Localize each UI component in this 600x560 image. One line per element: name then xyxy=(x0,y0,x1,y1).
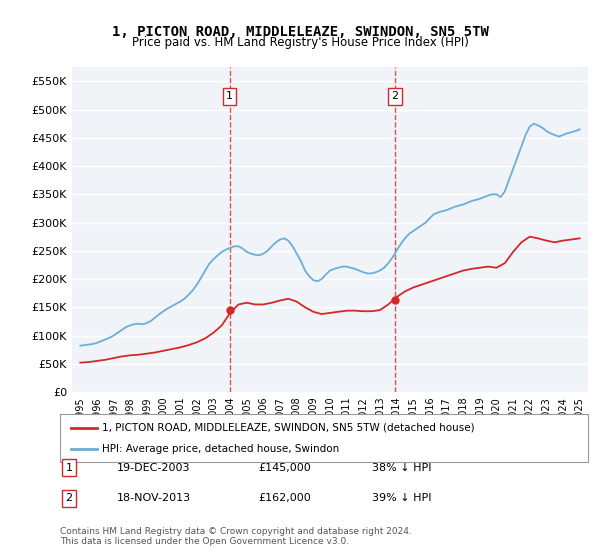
Text: 1, PICTON ROAD, MIDDLELEAZE, SWINDON, SN5 5TW: 1, PICTON ROAD, MIDDLELEAZE, SWINDON, SN… xyxy=(112,25,488,39)
Text: 2: 2 xyxy=(391,91,398,101)
Text: £162,000: £162,000 xyxy=(258,493,311,503)
Text: Price paid vs. HM Land Registry's House Price Index (HPI): Price paid vs. HM Land Registry's House … xyxy=(131,36,469,49)
Text: 1, PICTON ROAD, MIDDLELEAZE, SWINDON, SN5 5TW (detached house): 1, PICTON ROAD, MIDDLELEAZE, SWINDON, SN… xyxy=(102,423,475,433)
Text: 38% ↓ HPI: 38% ↓ HPI xyxy=(372,463,431,473)
Text: 39% ↓ HPI: 39% ↓ HPI xyxy=(372,493,431,503)
Text: 18-NOV-2013: 18-NOV-2013 xyxy=(117,493,191,503)
Text: £145,000: £145,000 xyxy=(258,463,311,473)
Text: HPI: Average price, detached house, Swindon: HPI: Average price, detached house, Swin… xyxy=(102,444,340,454)
Text: 2: 2 xyxy=(65,493,73,503)
Text: 19-DEC-2003: 19-DEC-2003 xyxy=(117,463,191,473)
Text: 1: 1 xyxy=(226,91,233,101)
Text: Contains HM Land Registry data © Crown copyright and database right 2024.
This d: Contains HM Land Registry data © Crown c… xyxy=(60,526,412,546)
Text: 1: 1 xyxy=(65,463,73,473)
